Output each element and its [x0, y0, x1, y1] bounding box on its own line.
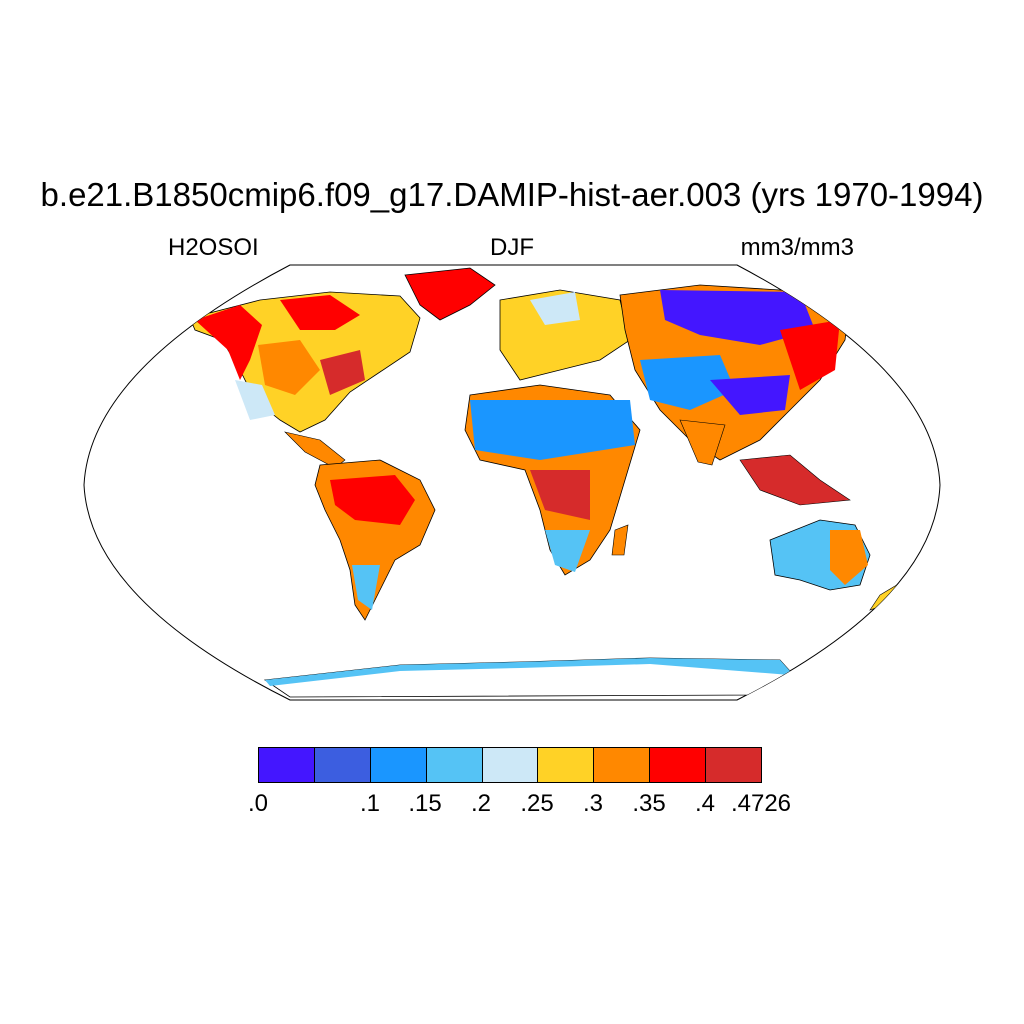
season-label: DJF [490, 234, 534, 261]
colorbar-tick-label: .35 [632, 790, 666, 817]
central-asia [640, 355, 735, 410]
india [679, 419, 726, 466]
south-america-amazon [330, 475, 415, 525]
plot-title: b.e21.B1850cmip6.f09_g17.DAMIP-hist-aer.… [40, 176, 984, 213]
africa-sahara [470, 400, 635, 460]
colorbar-tick-label: .4 [694, 790, 716, 817]
north-america-east [320, 350, 365, 395]
colorbar-tick-label: .3 [582, 790, 604, 817]
europe-north [530, 292, 580, 325]
north-america-north [280, 295, 360, 330]
colorbar-box [649, 747, 707, 783]
africa-south [545, 530, 590, 572]
north-america-west [195, 305, 262, 380]
colorbar-tick-label: .4726 [730, 790, 792, 817]
colorbar-tick-label: .2 [470, 790, 492, 817]
colorbar-box [705, 747, 762, 783]
colorbar-tick-label: .25 [520, 790, 554, 817]
north-america-center [258, 340, 320, 395]
units-label: mm3/mm3 [740, 234, 854, 261]
colorbar-box [537, 747, 595, 783]
tibet [710, 375, 790, 415]
colorbar-tick-label: .15 [408, 790, 442, 817]
greenland [404, 267, 496, 321]
africa-center [530, 470, 590, 520]
north-america-southwest [235, 380, 275, 420]
colorbar-box [313, 747, 371, 783]
southeast-asia [739, 454, 851, 506]
siberia [660, 290, 815, 345]
colorbar-box [481, 747, 539, 783]
antarctica-coast [265, 658, 798, 686]
east-asia [780, 320, 840, 390]
colorbar-box [258, 747, 315, 783]
europe [499, 289, 631, 381]
colorbar-tick-label: .1 [359, 790, 381, 817]
south-america-south [352, 565, 380, 610]
australia-east [830, 530, 868, 585]
colorbar-tick-label: .0 [247, 790, 269, 817]
colorbar-box [425, 747, 483, 783]
variable-label: H2OSOI [168, 234, 259, 261]
madagascar [611, 524, 629, 556]
colorbar-box [593, 747, 651, 783]
colorbar-box [369, 747, 427, 783]
